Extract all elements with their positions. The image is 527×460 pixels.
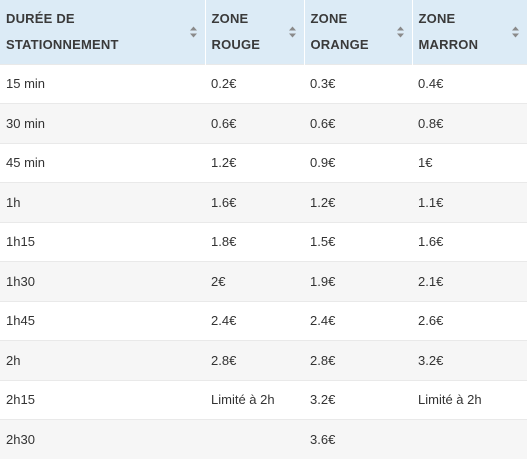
cell-zone-marron: 1.6€ xyxy=(412,221,527,262)
cell-zone-rouge: 2.8€ xyxy=(205,340,304,380)
cell-zone-orange: 1.9€ xyxy=(304,261,412,301)
header-line-2: STATIONNEMENT xyxy=(6,36,119,52)
header-row: DURÉE DE STATIONNEMENT ZONE ROUGE ZONE O… xyxy=(0,0,527,64)
cell-duration: 45 min xyxy=(0,142,205,183)
header-line-2: MARRON xyxy=(418,36,479,52)
table-row: 30 min 0.6€ 0.6€ 0.8€ xyxy=(0,103,527,143)
cell-zone-rouge: 0.6€ xyxy=(205,103,304,143)
table-row: 1h 1.6€ 1.2€ 1.1€ xyxy=(0,182,527,222)
header-line-2: ROUGE xyxy=(211,36,261,52)
cell-zone-marron: 0.4€ xyxy=(412,63,527,104)
cell-duration: 2h30 xyxy=(0,419,205,459)
sort-icon[interactable] xyxy=(189,26,197,38)
cell-zone-rouge: 2.4€ xyxy=(205,300,304,341)
column-header-duration[interactable]: DURÉE DE STATIONNEMENT xyxy=(0,0,206,64)
cell-duration: 2h xyxy=(0,340,205,380)
cell-zone-orange: 2.8€ xyxy=(304,340,412,380)
cell-zone-orange: 1.2€ xyxy=(304,182,412,222)
table-body: 15 min 0.2€ 0.3€ 0.4€ 30 min 0.6€ 0.6€ 0… xyxy=(0,63,527,459)
table-row: 1h15 1.8€ 1.5€ 1.6€ xyxy=(0,221,527,262)
cell-zone-orange: 3.6€ xyxy=(304,419,412,459)
sort-icon[interactable] xyxy=(396,26,404,38)
cell-zone-orange: 0.3€ xyxy=(304,63,412,104)
cell-zone-marron: 3.2€ xyxy=(412,340,527,380)
cell-zone-orange: 3.2€ xyxy=(304,379,412,420)
cell-zone-rouge: 1.6€ xyxy=(205,182,304,222)
cell-zone-rouge: 0.2€ xyxy=(205,63,304,104)
table-row: 1h30 2€ 1.9€ 2.1€ xyxy=(0,261,527,301)
cell-duration: 2h15 xyxy=(0,379,205,420)
cell-zone-marron: 1.1€ xyxy=(412,182,527,222)
cell-zone-marron xyxy=(412,419,527,459)
cell-zone-rouge xyxy=(205,419,304,459)
cell-zone-marron: Limité à 2h xyxy=(412,379,527,420)
cell-zone-orange: 0.6€ xyxy=(304,103,412,143)
table-row: 15 min 0.2€ 0.3€ 0.4€ xyxy=(0,63,527,104)
sort-icon[interactable] xyxy=(288,26,296,38)
table-row: 1h45 2.4€ 2.4€ 2.6€ xyxy=(0,300,527,341)
table-row: 2h30 3.6€ xyxy=(0,419,527,459)
cell-duration: 15 min xyxy=(0,63,205,104)
cell-zone-orange: 1.5€ xyxy=(304,221,412,262)
header-line-2: ORANGE xyxy=(310,36,369,52)
cell-zone-rouge: 1.2€ xyxy=(205,142,304,183)
table-row: 2h 2.8€ 2.8€ 3.2€ xyxy=(0,340,527,380)
sort-icon[interactable] xyxy=(512,26,519,38)
column-header-zone-orange[interactable]: ZONE ORANGE xyxy=(304,0,413,64)
cell-zone-rouge: 2€ xyxy=(205,261,304,301)
cell-zone-marron: 2.1€ xyxy=(412,261,527,301)
cell-zone-marron: 1€ xyxy=(412,142,527,183)
table-row: 2h15 Limité à 2h 3.2€ Limité à 2h xyxy=(0,379,527,420)
cell-duration: 1h15 xyxy=(0,221,205,262)
header-line-1: ZONE xyxy=(310,10,348,26)
table-row: 45 min 1.2€ 0.9€ 1€ xyxy=(0,142,527,183)
header-line-1: ZONE xyxy=(211,10,249,26)
cell-zone-marron: 2.6€ xyxy=(412,300,527,341)
header-line-1: DURÉE DE xyxy=(6,10,75,26)
cell-zone-rouge: 1.8€ xyxy=(205,221,304,262)
column-header-zone-rouge[interactable]: ZONE ROUGE xyxy=(205,0,305,64)
cell-zone-rouge: Limité à 2h xyxy=(205,379,304,420)
cell-duration: 1h xyxy=(0,182,205,222)
cell-duration: 1h45 xyxy=(0,300,205,341)
cell-zone-orange: 2.4€ xyxy=(304,300,412,341)
cell-duration: 1h30 xyxy=(0,261,205,301)
column-header-zone-marron[interactable]: ZONE MARRON xyxy=(412,0,527,64)
table-header: DURÉE DE STATIONNEMENT ZONE ROUGE ZONE O… xyxy=(0,0,527,64)
cell-zone-orange: 0.9€ xyxy=(304,142,412,183)
cell-zone-marron: 0.8€ xyxy=(412,103,527,143)
cell-duration: 30 min xyxy=(0,103,205,143)
header-line-1: ZONE xyxy=(418,10,456,26)
